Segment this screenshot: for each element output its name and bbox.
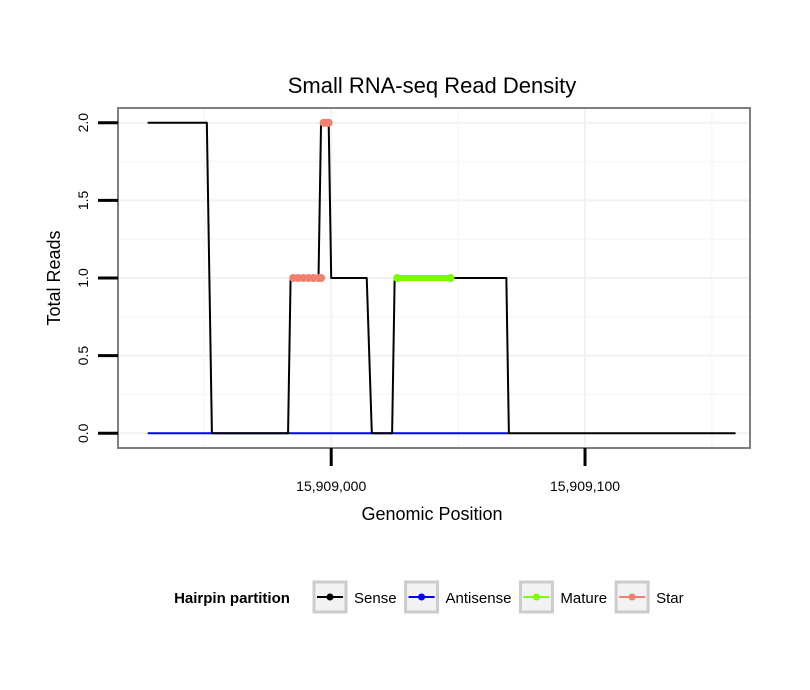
legend-label-star: Star [656,590,684,607]
x-axis: 15,909,000 15,909,100 [296,448,620,494]
legend-label-mature: Mature [560,590,607,607]
y-tick-label: 0.0 [75,423,91,443]
legend-key-point [418,593,426,601]
y-tick-label: 1.0 [75,268,91,288]
legend-key-point [326,593,334,601]
data-point-mature [446,274,455,282]
legend-item-sense: Sense [312,580,397,614]
legend-title: Hairpin partition [174,590,290,607]
data-point-star [324,118,333,127]
legend-label-sense: Sense [354,590,397,607]
legend-item-mature: Mature [518,580,607,614]
series-line-sense [147,121,736,435]
legend-label-antisense: Antisense [446,590,512,607]
legend-key-point [628,593,636,601]
y-tick-label: 2.0 [75,113,91,133]
legend-item-antisense: Antisense [404,580,512,614]
plot-panel [117,107,751,449]
chart-title: Small RNA-seq Read Density [288,73,577,98]
y-tick-label: 1.5 [75,190,91,210]
data-point-mature [393,274,402,282]
x-axis-label: Genomic Position [361,504,502,524]
y-axis-label: Total Reads [44,230,64,325]
legend-key-point [532,593,540,601]
series-layer [147,118,736,435]
x-tick-label: 15,909,100 [550,478,620,494]
x-tick-label: 15,909,000 [296,478,366,494]
legend-items: Sense Antisense Mature Star [312,580,684,614]
legend: Hairpin partition Sense Antisense Mature St… [174,580,684,614]
data-point-star [317,274,326,282]
y-axis: 0.0 0.5 1.0 1.5 2.0 [75,113,118,443]
legend-item-star: Star [614,580,684,614]
y-tick-label: 0.5 [75,346,91,366]
